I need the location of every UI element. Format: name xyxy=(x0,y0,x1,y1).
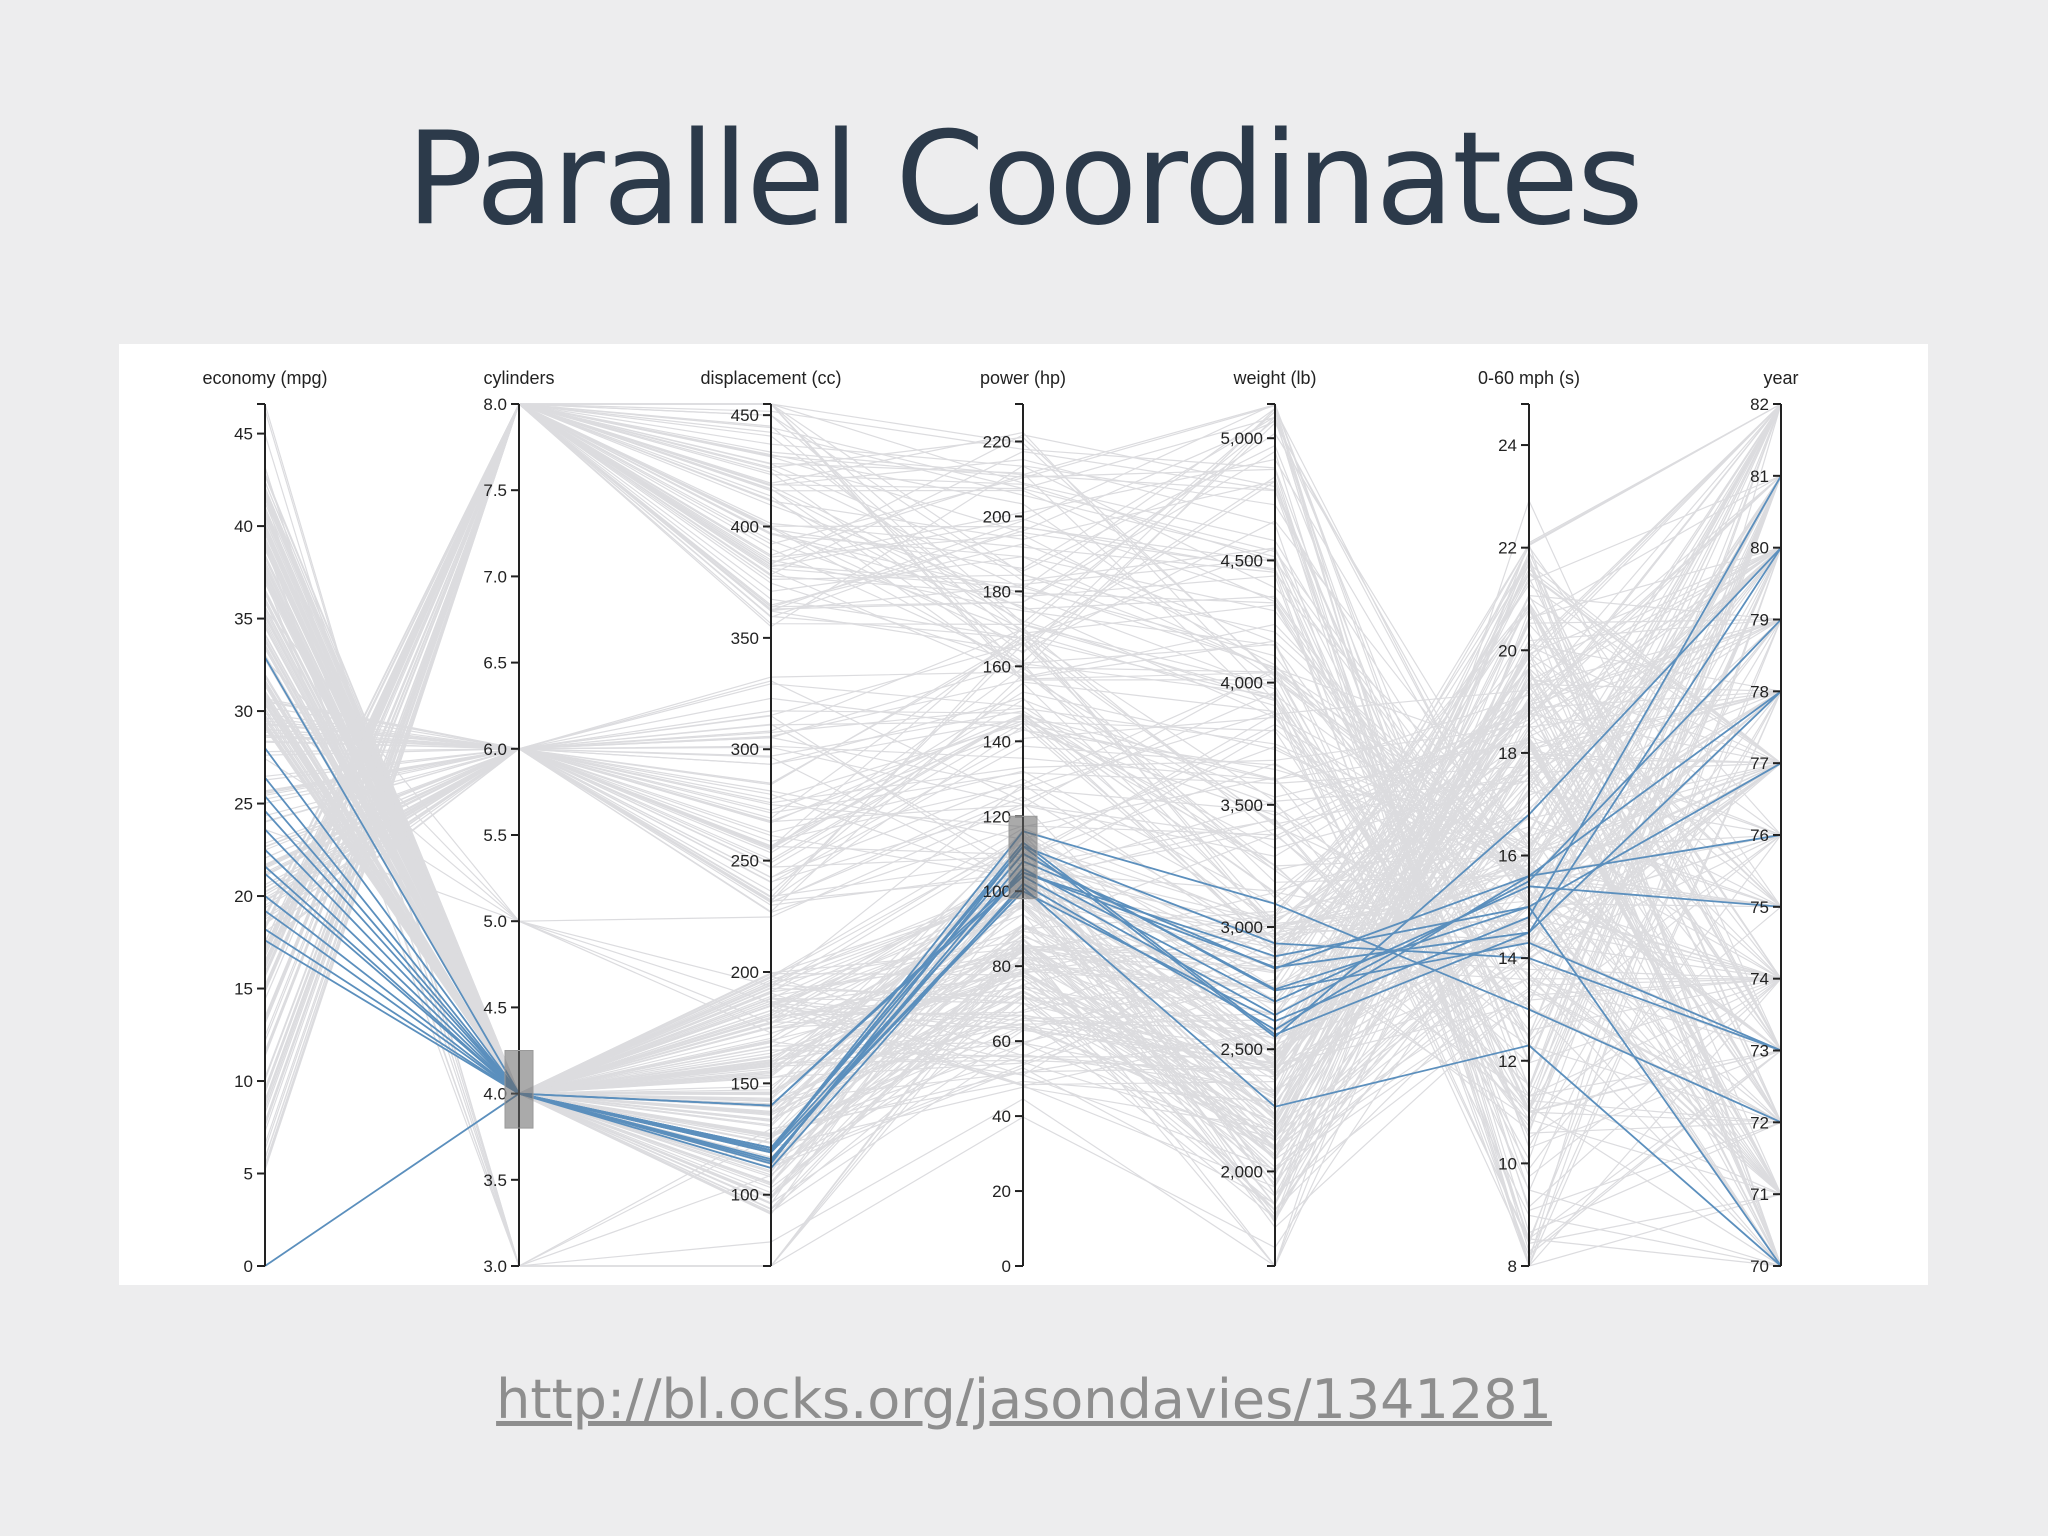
tick-label: 3.0 xyxy=(483,1257,507,1276)
tick-label: 200 xyxy=(731,963,759,982)
tick-label: 300 xyxy=(731,740,759,759)
tick-label: 78 xyxy=(1750,682,1769,701)
tick-label: 160 xyxy=(983,657,1011,676)
tick-label: 400 xyxy=(731,518,759,537)
tick-label: 74 xyxy=(1750,970,1769,989)
tick-label: 80 xyxy=(1750,539,1769,558)
tick-label: 16 xyxy=(1498,847,1517,866)
chart-svg: economy (mpg) 0 5 10 15 20 25 30 35 40 45 cylinders… xyxy=(202,368,1798,1276)
tick-label: 24 xyxy=(1498,436,1517,455)
slide-title: Parallel Coordinates xyxy=(406,105,1643,254)
tick-label: 15 xyxy=(234,980,253,999)
axis-displacement: displacement (cc) 100 150 200 250 300 350 400 45… xyxy=(700,368,842,1267)
tick-label: 70 xyxy=(1750,1257,1769,1276)
tick-label: 7.0 xyxy=(483,567,507,586)
tick-label: 60 xyxy=(992,1032,1011,1051)
tick-label: 30 xyxy=(234,702,253,721)
tick-label: 20 xyxy=(234,887,253,906)
tick-label: 82 xyxy=(1750,395,1769,414)
tick-label: 18 xyxy=(1498,744,1517,763)
parallel-coordinates-chart: economy (mpg) 0 5 10 15 20 25 30 35 40 45 cylinders… xyxy=(119,344,1928,1285)
tick-label: 75 xyxy=(1750,898,1769,917)
tick-label: 350 xyxy=(731,629,759,648)
tick-label: 6.5 xyxy=(483,654,507,673)
tick-label: 8.0 xyxy=(483,395,507,414)
axis-title: 0-60 mph (s) xyxy=(1478,368,1580,388)
tick-label: 5.5 xyxy=(483,826,507,845)
brush-cylinders[interactable] xyxy=(504,1050,534,1129)
axis-title: displacement (cc) xyxy=(700,368,841,388)
tick-label: 4.5 xyxy=(483,998,507,1017)
tick-label: 4,000 xyxy=(1220,674,1263,693)
tick-label: 77 xyxy=(1750,754,1769,773)
axis-weight: weight (lb) 2,000 2,500 3,000 3,500 4,000 4,50… xyxy=(1220,368,1317,1267)
source-link[interactable]: http://bl.ocks.org/jasondavies/1341281 xyxy=(496,1368,1552,1431)
tick-label: 2,500 xyxy=(1220,1040,1263,1059)
tick-label: 20 xyxy=(992,1182,1011,1201)
tick-label: 5.0 xyxy=(483,912,507,931)
axis-cylinders: cylinders 3.0 3.5 4.0 4.5 5.0 5.5 6.0 6.5 7.0 7.5 8… xyxy=(483,368,554,1276)
tick-label: 40 xyxy=(992,1107,1011,1126)
tick-label: 220 xyxy=(983,432,1011,451)
tick-label: 200 xyxy=(983,507,1011,526)
tick-label: 150 xyxy=(731,1074,759,1093)
tick-label: 3,000 xyxy=(1220,918,1263,937)
tick-label: 45 xyxy=(234,425,253,444)
tick-label: 5 xyxy=(244,1165,253,1184)
tick-label: 140 xyxy=(983,732,1011,751)
tick-label: 450 xyxy=(731,406,759,425)
tick-label: 6.0 xyxy=(483,740,507,759)
tick-label: 71 xyxy=(1750,1185,1769,1204)
tick-label: 80 xyxy=(992,957,1011,976)
axis-acceleration: 0-60 mph (s) 8 10 12 14 16 18 20 22 24 xyxy=(1478,368,1580,1276)
axis-title: power (hp) xyxy=(980,368,1066,388)
tick-label: 73 xyxy=(1750,1042,1769,1061)
axis-title: economy (mpg) xyxy=(202,368,327,388)
tick-label: 10 xyxy=(1498,1154,1517,1173)
tick-label: 25 xyxy=(234,795,253,814)
tick-label: 0 xyxy=(1002,1257,1011,1276)
tick-label: 100 xyxy=(983,882,1011,901)
tick-label: 5,000 xyxy=(1220,429,1263,448)
axis-title: cylinders xyxy=(483,368,554,388)
tick-label: 76 xyxy=(1750,826,1769,845)
tick-label: 79 xyxy=(1750,611,1769,630)
axis-title: weight (lb) xyxy=(1232,368,1316,388)
axis-title: year xyxy=(1763,368,1798,388)
axis-year: year 70 71 72 73 74 75 76 77 78 79 80 81 82 xyxy=(1750,368,1798,1276)
tick-label: 180 xyxy=(983,582,1011,601)
tick-label: 10 xyxy=(234,1072,253,1091)
axes: economy (mpg) 0 5 10 15 20 25 30 35 40 45 cylinders… xyxy=(202,368,1798,1276)
tick-label: 22 xyxy=(1498,539,1517,558)
source-link-container: http://bl.ocks.org/jasondavies/1341281 xyxy=(0,1365,2048,1435)
axis-economy: economy (mpg) 0 5 10 15 20 25 30 35 40 45 xyxy=(202,368,327,1276)
tick-label: 4.0 xyxy=(483,1085,507,1104)
tick-label: 7.5 xyxy=(483,481,507,500)
tick-label: 250 xyxy=(731,852,759,871)
tick-label: 35 xyxy=(234,610,253,629)
tick-label: 2,000 xyxy=(1220,1162,1263,1181)
tick-label: 12 xyxy=(1498,1052,1517,1071)
tick-label: 40 xyxy=(234,517,253,536)
tick-label: 4,500 xyxy=(1220,551,1263,570)
tick-label: 0 xyxy=(244,1257,253,1276)
tick-label: 3,500 xyxy=(1220,796,1263,815)
tick-label: 3.5 xyxy=(483,1171,507,1190)
tick-label: 81 xyxy=(1750,467,1769,486)
tick-label: 72 xyxy=(1750,1113,1769,1132)
tick-label: 120 xyxy=(983,807,1011,826)
tick-label: 8 xyxy=(1508,1257,1517,1276)
tick-label: 14 xyxy=(1498,949,1517,968)
brushes[interactable] xyxy=(504,815,1038,1129)
tick-label: 20 xyxy=(1498,641,1517,660)
brush-power[interactable] xyxy=(1008,815,1038,900)
tick-label: 100 xyxy=(731,1186,759,1205)
